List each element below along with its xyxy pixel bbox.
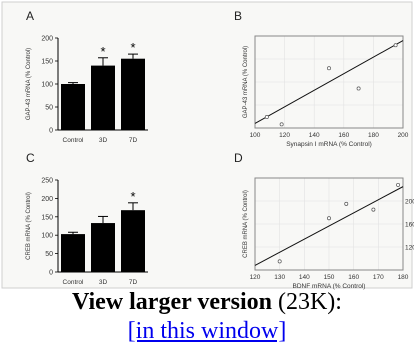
panel-b-xtick-label: 120 bbox=[279, 132, 290, 139]
panel-b-point bbox=[279, 122, 284, 127]
panel-b-fit-line bbox=[254, 40, 404, 124]
panel-c-category-label: 7D bbox=[129, 279, 138, 286]
panel-a-bar bbox=[121, 58, 145, 131]
panel-a-ytick-label: 0 bbox=[49, 128, 53, 135]
panel-a-category-label: 3D bbox=[99, 137, 108, 144]
panel-d-point bbox=[327, 216, 331, 221]
figure-caption: View larger version (23K): [in this wind… bbox=[0, 288, 414, 346]
panel-d-point bbox=[344, 201, 349, 206]
panel-a-ytick-label: 150 bbox=[41, 59, 53, 66]
panel-a-category-label: Control bbox=[63, 137, 85, 144]
panel-a-letter: A bbox=[26, 9, 34, 23]
panel-c-ytick-label: 100 bbox=[41, 233, 53, 240]
panel-a-bar bbox=[91, 65, 115, 130]
panel-c-bar bbox=[121, 210, 145, 272]
panel-b-xtick-label: 140 bbox=[309, 132, 320, 139]
panel-d-point bbox=[277, 259, 282, 264]
figure-panels: A GAP-43 mRNA (% Control) 0 50 100 150 200 Cont… bbox=[1, 1, 414, 290]
panel-d-xtick-label: 170 bbox=[373, 274, 384, 281]
panel-d-ylabel: CREB mRNA (% Control) bbox=[243, 190, 249, 258]
panel-c-category-label: Control bbox=[63, 279, 85, 286]
in-this-window-link[interactable]: [in this window] bbox=[127, 318, 287, 344]
panel-d-xlabel: BDNF mRNA (% Control) bbox=[293, 283, 366, 290]
panel-b-plot-frame bbox=[254, 35, 404, 129]
panel-b-point bbox=[264, 115, 269, 119]
panel-a-ylabel: GAP-43 mRNA (% Control) bbox=[26, 48, 32, 120]
panel-a-bar bbox=[61, 84, 85, 130]
panel-a-significance-mark: * bbox=[130, 40, 135, 55]
panel-d-ytick-label: 120 bbox=[405, 245, 414, 252]
view-larger-label: View larger version bbox=[72, 289, 272, 315]
panel-d-xtick-label: 160 bbox=[348, 274, 359, 281]
file-size: (23K): bbox=[277, 289, 342, 315]
panel-d-ytick-label: 200 bbox=[405, 199, 414, 206]
panel-c-significance-mark: * bbox=[130, 189, 135, 204]
panel-b-xtick-label: 160 bbox=[338, 132, 349, 139]
panel-c-ytick-label: 0 bbox=[49, 270, 53, 277]
figure: A GAP-43 mRNA (% Control) 0 50 100 150 200 Cont… bbox=[1, 1, 414, 290]
panel-b-xtick-label: 100 bbox=[250, 132, 261, 139]
panel-d-letter: D bbox=[234, 151, 243, 165]
panel-d-point bbox=[371, 207, 376, 212]
panel-c-letter: C bbox=[26, 151, 35, 165]
panel-d-xtick-label: 180 bbox=[398, 274, 409, 281]
panel-c-ytick-label: 200 bbox=[41, 196, 53, 203]
panel-b-xtick-label: 180 bbox=[368, 132, 379, 139]
panel-b-ylabel: GAP-43 mRNA (% Control) bbox=[243, 46, 249, 118]
panel-d-xtick-label: 120 bbox=[250, 274, 261, 281]
panel-c-bar bbox=[61, 234, 85, 272]
panel-d-xtick-label: 130 bbox=[274, 274, 285, 281]
panel-b-letter: B bbox=[234, 9, 242, 23]
panel-b-point bbox=[356, 86, 361, 91]
panel-b-xtick-label: 200 bbox=[398, 132, 409, 139]
panel-a-ytick-label: 200 bbox=[41, 36, 53, 43]
panel-c-ylabel: CREB mRNA (% Control) bbox=[26, 192, 32, 260]
panel-c-ytick-label: 50 bbox=[45, 251, 53, 258]
panel-a-category-label: 7D bbox=[129, 137, 138, 144]
panel-c-ytick-label: 250 bbox=[41, 178, 53, 185]
panel-a-ytick-label: 50 bbox=[45, 105, 53, 112]
panel-d-xtick-label: 140 bbox=[299, 274, 310, 281]
panel-d-plot-frame bbox=[254, 177, 404, 271]
panel-a-ytick-label: 100 bbox=[41, 82, 53, 89]
panel-b-point bbox=[327, 66, 331, 71]
panel-b-xlabel: Synapsin I mRNA (% Control) bbox=[286, 141, 372, 148]
panel-d-ytick-label: 160 bbox=[405, 222, 414, 229]
panel-b-point bbox=[393, 43, 398, 48]
panel-a-significance-mark: * bbox=[100, 44, 105, 59]
panel-c-category-label: 3D bbox=[99, 279, 108, 286]
panel-c-ytick-label: 150 bbox=[41, 214, 53, 221]
panel-d-xtick-label: 150 bbox=[324, 274, 335, 281]
panel-c-bar bbox=[91, 223, 115, 272]
panel-d-point bbox=[396, 182, 401, 187]
panel-d-fit-line bbox=[254, 186, 404, 266]
